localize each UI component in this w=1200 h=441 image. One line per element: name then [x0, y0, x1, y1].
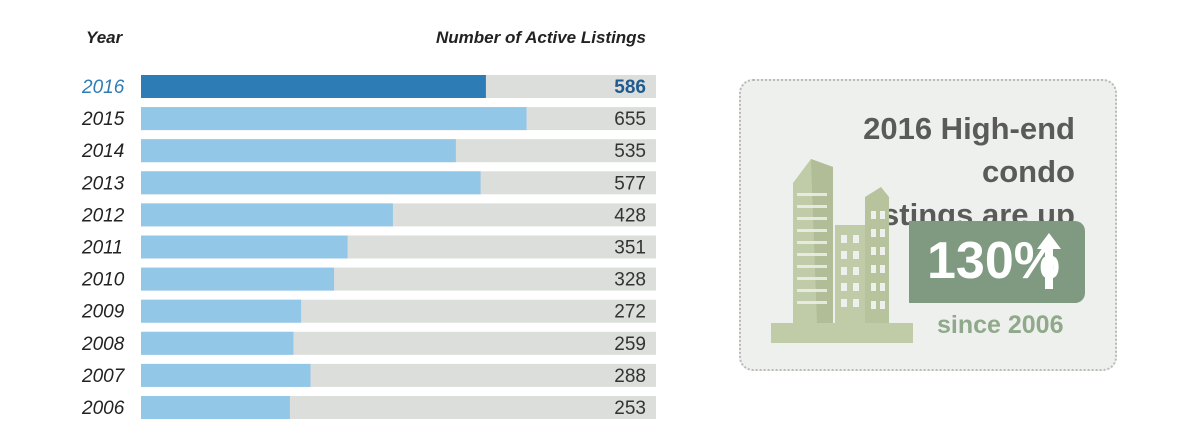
- percent-value: 130%: [927, 232, 1060, 290]
- value-label-2008: 259: [614, 334, 646, 355]
- bar-2013: [141, 171, 481, 195]
- year-label-2007: 2007: [81, 366, 126, 387]
- year-label-2014: 2014: [81, 141, 124, 162]
- value-label-2015: 655: [614, 109, 646, 130]
- value-label-2009: 272: [614, 302, 646, 323]
- bar-2009: [141, 299, 302, 323]
- callout-title-line1: 2016 High-end condo: [863, 111, 1075, 189]
- year-label-2016: 2016: [81, 77, 125, 98]
- arrow-up-icon: [1037, 233, 1061, 289]
- bar-2012: [141, 203, 393, 227]
- value-label-2011: 351: [614, 238, 646, 259]
- value-label-2016: 586: [614, 77, 646, 98]
- bar-2010: [141, 267, 335, 291]
- since-label: since 2006: [937, 311, 1064, 339]
- year-label-2006: 2006: [81, 398, 125, 419]
- year-label-2011: 2011: [81, 238, 123, 259]
- callout-panel: 2016 High-end condo listings are up: [739, 79, 1117, 371]
- year-label-2013: 2013: [81, 173, 125, 194]
- value-label-2010: 328: [614, 270, 646, 291]
- year-column-header: Year: [86, 28, 123, 47]
- buildings-icon: [771, 159, 913, 343]
- bar-2011: [141, 235, 348, 259]
- year-label-2009: 2009: [81, 302, 125, 323]
- bar-chart: 2016 586 2015 655 2014 535 2013 577 2012 428 2011 3…: [81, 75, 656, 419]
- value-label-2006: 253: [614, 398, 646, 419]
- listings-column-header: Number of Active Listings: [436, 28, 647, 47]
- bar-2015: [141, 107, 527, 131]
- bar-2008: [141, 331, 294, 355]
- year-label-2010: 2010: [81, 270, 125, 291]
- percent-badge: 130%: [909, 221, 1085, 303]
- year-label-2015: 2015: [81, 109, 125, 130]
- year-label-2008: 2008: [81, 334, 125, 355]
- bar-2016: [141, 75, 486, 98]
- value-label-2007: 288: [614, 366, 646, 387]
- value-label-2013: 577: [614, 173, 646, 194]
- year-label-2012: 2012: [81, 205, 125, 226]
- bar-2014: [141, 139, 456, 163]
- value-label-2014: 535: [614, 141, 646, 162]
- bar-2006: [141, 396, 290, 419]
- value-label-2012: 428: [614, 205, 646, 226]
- bar-2007: [141, 363, 311, 387]
